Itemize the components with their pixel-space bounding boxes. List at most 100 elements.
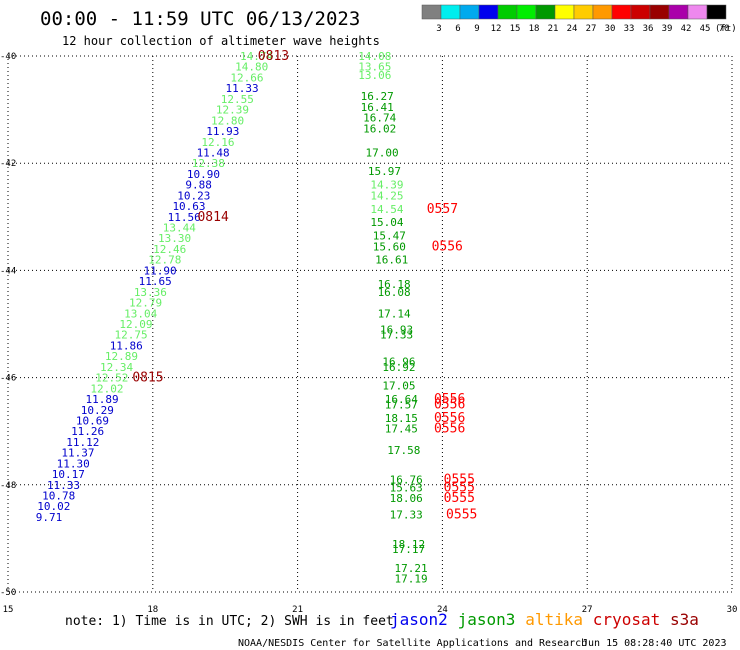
wave-height-label: 10.90 [187, 168, 220, 181]
wave-height-label: 12.02 [90, 382, 123, 395]
chart-subtitle: 12 hour collection of altimeter wave hei… [62, 34, 380, 48]
wave-height-label: 16.41 [361, 101, 394, 114]
wave-height-label: 12.75 [115, 329, 148, 342]
colorbar-swatch [421, 4, 442, 20]
wave-height-label: 12.16 [201, 136, 234, 149]
x-tick-label: 30 [727, 605, 738, 615]
wave-height-label: 12.78 [148, 254, 181, 267]
wave-height-label: 14.54 [370, 203, 403, 216]
time-label: 0555 [446, 507, 477, 522]
wave-height-label: 13.36 [134, 286, 167, 299]
colorbar-swatch [706, 4, 727, 20]
x-tick-label: 27 [582, 605, 593, 615]
colorbar-label: 21 [548, 24, 559, 34]
time-label: 0556 [432, 239, 463, 254]
wave-height-label: 16.96 [382, 356, 415, 369]
wave-height-label: 10.17 [52, 468, 85, 481]
time-label: 0555 [444, 480, 475, 495]
wave-height-label: 12.79 [129, 297, 162, 310]
wave-height-label: 15.97 [368, 165, 401, 178]
wave-height-label: 10.63 [172, 200, 205, 213]
satellite-legend-item: jason3 [458, 610, 516, 629]
wave-height-label: 12.38 [192, 157, 225, 170]
time-label: 0556 [434, 392, 465, 407]
colorbar-swatch [592, 4, 613, 20]
satellite-legend-item: cryosat [593, 610, 660, 629]
colorbar-label: 36 [643, 24, 654, 34]
y-tick-label: -46 [0, 374, 16, 384]
wave-height-label: 12.66 [230, 71, 263, 84]
wave-height-label: 11.12 [66, 436, 99, 449]
satellite-legend-item: jason2 [390, 610, 448, 629]
wave-height-label: 12.39 [216, 104, 249, 117]
wave-height-label: 10.02 [37, 500, 70, 513]
colorbar-swatch [573, 4, 594, 20]
satellite-legend-item: s3a [670, 610, 699, 629]
wave-height-label: 16.64 [385, 393, 418, 406]
colorbar-label: 9 [474, 24, 479, 34]
satellite-legend: jason2 jason3 altika cryosat s3a [390, 610, 699, 629]
wave-height-label: 16.18 [378, 278, 411, 291]
wave-height-label: 16.92 [382, 361, 415, 374]
wave-height-label: 11.93 [206, 125, 239, 138]
colorbar-swatch [497, 4, 518, 20]
wave-height-label: 17.14 [378, 307, 411, 320]
wave-height-label: 10.29 [81, 404, 114, 417]
x-tick-label: 18 [147, 605, 158, 615]
wave-height-label: 17.05 [382, 380, 415, 393]
wave-height-label: 14.80 [235, 61, 268, 74]
plot-border [7, 55, 733, 593]
colorbar-swatch [459, 4, 480, 20]
wave-height-label: 17.17 [392, 543, 425, 556]
colorbar-swatch [630, 4, 651, 20]
wave-height-label: 16.08 [378, 286, 411, 299]
wave-height-label: 11.30 [57, 457, 90, 470]
wave-height-label: 11.37 [61, 447, 94, 460]
wave-height-label: 14.74 [240, 50, 273, 63]
colorbar-label: 27 [586, 24, 597, 34]
colorbar-swatch [516, 4, 537, 20]
colorbar-label: 39 [662, 24, 673, 34]
data-marks: 14.7414.8012.6611.3312.5512.3912.8011.93… [36, 49, 478, 586]
wave-height-label: 13.04 [124, 307, 157, 320]
colorbar-swatch [478, 4, 499, 20]
wave-height-label: 11.65 [139, 275, 172, 288]
colorbar: 3 6 9 12 15 18 21 24 27 30 33 36 39 42 45 70 [421, 4, 730, 34]
colorbar-label: 12 [491, 24, 502, 34]
colorbar-label: 70 [719, 24, 730, 34]
wave-height-label: 12.52 [95, 372, 128, 385]
colorbar-unit: (ft) [715, 24, 737, 34]
wave-height-label: 14.08 [358, 50, 391, 63]
wave-height-label: 10.23 [177, 189, 210, 202]
wave-height-label: 11.56 [168, 211, 201, 224]
colorbar-swatch [554, 4, 575, 20]
y-tick-label: -40 [0, 52, 16, 62]
colorbar-swatch [649, 4, 670, 20]
colorbar-label: 24 [567, 24, 578, 34]
wave-height-label: 16.76 [390, 473, 423, 486]
wave-height-label: 12.46 [153, 243, 186, 256]
time-label: 0815 [132, 371, 163, 386]
y-tick-label: -48 [0, 481, 16, 491]
wave-height-label: 17.19 [394, 573, 427, 586]
wave-height-label: 11.86 [110, 339, 143, 352]
wave-height-label: 17.45 [385, 423, 418, 436]
colorbar-swatch [668, 4, 689, 20]
satellite-legend-item: altika [525, 610, 583, 629]
wave-height-label: 11.33 [47, 479, 80, 492]
x-tick-label: 24 [437, 605, 448, 615]
wave-height-label: 12.09 [119, 318, 152, 331]
colorbar-label: 3 [436, 24, 441, 34]
wave-height-label: 18.12 [392, 538, 425, 551]
wave-height-label: 17.33 [380, 329, 413, 342]
colorbar-label: 45 [700, 24, 711, 34]
x-tick-label: 21 [292, 605, 303, 615]
y-tick-label: -50 [0, 588, 16, 598]
wave-height-label: 16.02 [363, 122, 396, 135]
wave-height-label: 15.63 [390, 481, 423, 494]
colorbar-swatch [535, 4, 556, 20]
wave-height-label: 14.39 [370, 179, 403, 192]
wave-height-label: 17.57 [385, 398, 418, 411]
colorbar-swatch [611, 4, 632, 20]
wave-height-label: 13.65 [358, 61, 391, 74]
